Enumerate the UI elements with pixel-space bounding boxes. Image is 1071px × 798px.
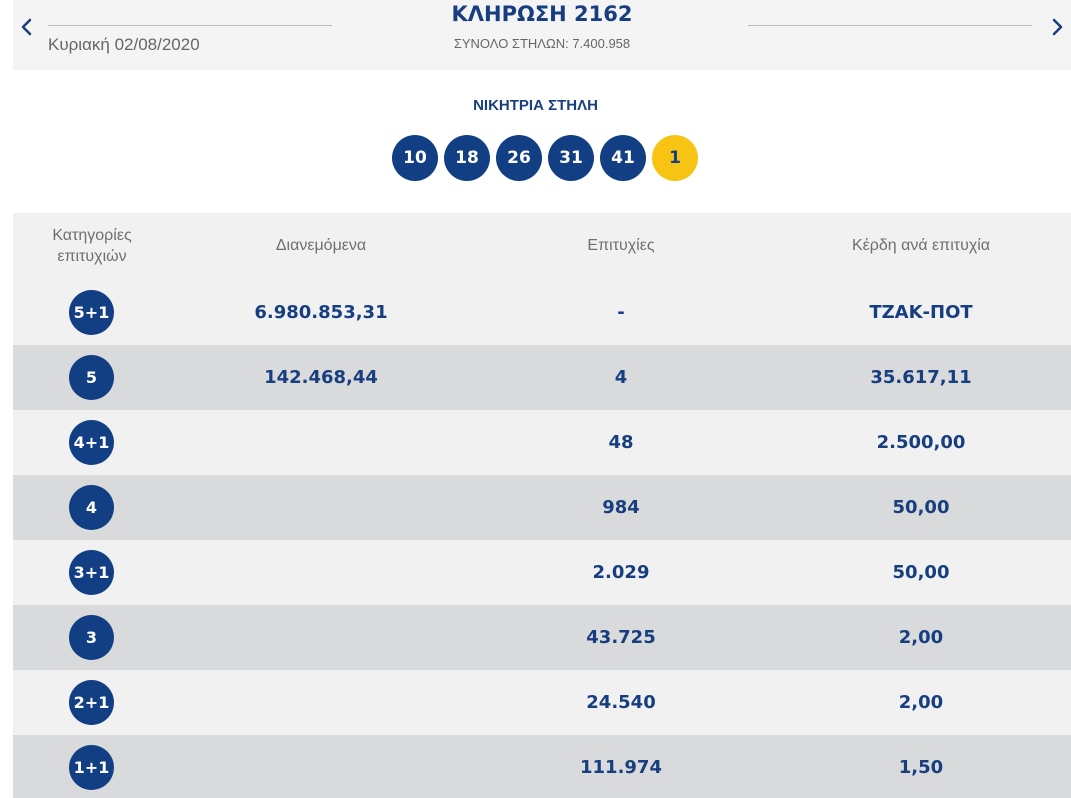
table-row: 4 984 50,00 [13, 475, 1071, 540]
prize-cell: 2,00 [898, 627, 944, 648]
category-badge: 3 [69, 615, 114, 660]
header-category-line1: Κατηγορίες [52, 227, 132, 244]
draw-date: Κυριακή 02/08/2020 [48, 35, 200, 54]
winners-cell: 48 [608, 432, 634, 453]
category-badge: 1+1 [69, 745, 114, 790]
table-row: 1+1 111.974 1,50 [13, 735, 1071, 798]
category-badge: 4 [69, 485, 114, 530]
prize-cell: 2,00 [898, 692, 944, 713]
draw-title: ΚΛΗΡΩΣΗ 2162 [451, 2, 633, 26]
prize-cell: 50,00 [892, 497, 950, 518]
prize-cell: ΤΖΑΚ-ΠΟΤ [869, 302, 973, 323]
winners-cell: 43.725 [586, 627, 656, 648]
winning-column-label: ΝΙΚΗΤΡΙΑ ΣΤΗΛΗ [473, 97, 598, 114]
winners-cell: 2.029 [592, 562, 650, 583]
category-badge: 5+1 [69, 290, 114, 335]
chevron-right-icon [1052, 18, 1063, 36]
next-draw-button[interactable] [1045, 14, 1069, 40]
category-badge: 5 [69, 355, 114, 400]
header-category: Κατηγορίες επιτυχιών [13, 225, 171, 267]
distributed-cell [171, 735, 471, 798]
header-distributed: Διανεμόμενα [275, 237, 367, 254]
distributed-cell: 6.980.853,31 [254, 302, 388, 323]
chevron-left-icon [21, 18, 32, 36]
winning-number-ball: 41 [600, 135, 646, 181]
distributed-cell: 142.468,44 [264, 367, 378, 388]
header-divider-right [748, 25, 1032, 26]
header-winners: Επιτυχίες [587, 237, 655, 254]
prize-table-header: Κατηγορίες επιτυχιών Διανεμόμενα Επιτυχί… [13, 213, 1071, 280]
prize-cell: 35.617,11 [870, 367, 972, 388]
header-prize: Κέρδη ανά επιτυχία [851, 237, 991, 254]
category-badge: 4+1 [69, 420, 114, 465]
table-row: 5+1 6.980.853,31 - ΤΖΑΚ-ΠΟΤ [13, 280, 1071, 345]
table-row: 2+1 24.540 2,00 [13, 670, 1071, 735]
winners-cell: 4 [614, 367, 628, 388]
winners-cell: 111.974 [580, 757, 662, 778]
previous-draw-button[interactable] [15, 14, 39, 40]
distributed-cell [171, 605, 471, 670]
category-badge: 2+1 [69, 680, 114, 725]
winning-numbers: 10 18 26 31 41 1 [392, 135, 698, 181]
table-row: 3 43.725 2,00 [13, 605, 1071, 670]
category-badge: 3+1 [69, 550, 114, 595]
table-row: 5 142.468,44 4 35.617,11 [13, 345, 1071, 410]
header-category-line2: επιτυχιών [57, 248, 127, 265]
distributed-cell [171, 410, 471, 475]
prize-table: Κατηγορίες επιτυχιών Διανεμόμενα Επιτυχί… [13, 213, 1071, 798]
winners-cell: 984 [602, 497, 640, 518]
prize-cell: 1,50 [898, 757, 944, 778]
winners-cell: - [617, 302, 625, 323]
prize-cell: 2.500,00 [876, 432, 966, 453]
distributed-cell [171, 475, 471, 540]
winning-number-ball: 18 [444, 135, 490, 181]
winning-number-ball: 26 [496, 135, 542, 181]
winning-number-ball: 31 [548, 135, 594, 181]
table-row: 4+1 48 2.500,00 [13, 410, 1071, 475]
table-row: 3+1 2.029 50,00 [13, 540, 1071, 605]
draw-header: Κυριακή 02/08/2020 ΚΛΗΡΩΣΗ 2162 ΣΥΝΟΛΟ Σ… [13, 0, 1071, 70]
winning-number-ball: 10 [392, 135, 438, 181]
winners-cell: 24.540 [586, 692, 656, 713]
distributed-cell [171, 670, 471, 735]
prize-cell: 50,00 [892, 562, 950, 583]
header-divider-left [48, 25, 332, 26]
joker-number-ball: 1 [652, 135, 698, 181]
draw-total-columns: ΣΥΝΟΛΟ ΣΤΗΛΩΝ: 7.400.958 [453, 36, 631, 51]
distributed-cell [171, 540, 471, 605]
